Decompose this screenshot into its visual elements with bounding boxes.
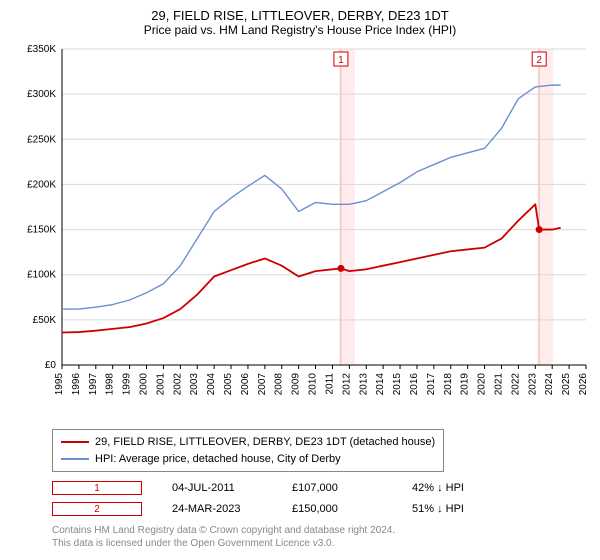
- legend-swatch-2: [61, 458, 89, 460]
- svg-text:2003: 2003: [189, 373, 200, 396]
- svg-text:2026: 2026: [578, 373, 589, 396]
- svg-text:2001: 2001: [155, 373, 166, 396]
- svg-text:1997: 1997: [88, 373, 99, 396]
- svg-text:£50K: £50K: [33, 315, 57, 326]
- svg-text:1996: 1996: [71, 373, 82, 396]
- svg-text:2021: 2021: [493, 373, 504, 396]
- marker-table: 1 04-JUL-2011 £107,000 42% ↓ HPI 2 24-MA…: [52, 478, 590, 520]
- svg-text:1999: 1999: [122, 373, 133, 396]
- chart-svg: 1 2 £0 £50K £100K £150K £200K £250K £300K £350K 19…: [10, 43, 590, 423]
- svg-text:2017: 2017: [426, 373, 437, 396]
- svg-text:2007: 2007: [257, 373, 268, 396]
- svg-text:2014: 2014: [375, 373, 386, 396]
- svg-text:2008: 2008: [274, 373, 285, 396]
- chart-plot-area: 1 2 £0 £50K £100K £150K £200K £250K £300K £350K 19…: [10, 43, 590, 423]
- legend: 29, FIELD RISE, LITTLEOVER, DERBY, DE23 …: [52, 429, 444, 472]
- marker-date-1: 04-JUL-2011: [172, 478, 262, 499]
- svg-text:£300K: £300K: [27, 89, 56, 100]
- marker-price-2: £150,000: [292, 499, 382, 520]
- marker-diff-1: 42% ↓ HPI: [412, 478, 502, 499]
- svg-text:£350K: £350K: [27, 44, 56, 55]
- legend-row-price-paid: 29, FIELD RISE, LITTLEOVER, DERBY, DE23 …: [61, 434, 435, 451]
- chart-title: 29, FIELD RISE, LITTLEOVER, DERBY, DE23 …: [10, 8, 590, 23]
- svg-text:2022: 2022: [510, 373, 521, 396]
- legend-label-2: HPI: Average price, detached house, City…: [95, 451, 341, 468]
- svg-text:1995: 1995: [54, 373, 65, 396]
- marker-row-1: 1 04-JUL-2011 £107,000 42% ↓ HPI: [52, 478, 590, 499]
- svg-text:2011: 2011: [324, 373, 335, 395]
- svg-text:2013: 2013: [358, 373, 369, 396]
- marker-badge-2: 2: [52, 502, 142, 516]
- marker-date-2: 24-MAR-2023: [172, 499, 262, 520]
- svg-text:£250K: £250K: [27, 134, 56, 145]
- svg-text:2024: 2024: [544, 373, 555, 396]
- svg-text:2009: 2009: [291, 373, 302, 396]
- svg-text:2010: 2010: [308, 373, 319, 396]
- svg-text:2012: 2012: [341, 373, 352, 396]
- marker-diff-2: 51% ↓ HPI: [412, 499, 502, 520]
- svg-text:2023: 2023: [527, 373, 538, 396]
- legend-row-hpi: HPI: Average price, detached house, City…: [61, 451, 435, 468]
- marker-row-2: 2 24-MAR-2023 £150,000 51% ↓ HPI: [52, 499, 590, 520]
- chart-subtitle: Price paid vs. HM Land Registry's House …: [10, 23, 590, 37]
- legend-swatch-1: [61, 441, 89, 443]
- svg-text:£100K: £100K: [27, 270, 56, 281]
- footer: Contains HM Land Registry data © Crown c…: [52, 524, 590, 550]
- svg-text:2016: 2016: [409, 373, 420, 396]
- marker-badge-1: 1: [52, 481, 142, 495]
- svg-text:2006: 2006: [240, 373, 251, 396]
- svg-text:£150K: £150K: [27, 225, 56, 236]
- svg-text:2005: 2005: [223, 373, 234, 396]
- svg-text:2000: 2000: [139, 373, 150, 396]
- svg-text:2015: 2015: [392, 373, 403, 396]
- svg-text:2002: 2002: [172, 373, 183, 396]
- svg-text:2020: 2020: [477, 373, 488, 396]
- footer-line-1: Contains HM Land Registry data © Crown c…: [52, 524, 590, 537]
- svg-text:2004: 2004: [206, 373, 217, 396]
- svg-text:2: 2: [536, 55, 542, 66]
- svg-text:1: 1: [338, 55, 344, 66]
- legend-label-1: 29, FIELD RISE, LITTLEOVER, DERBY, DE23 …: [95, 434, 435, 451]
- svg-text:1998: 1998: [105, 373, 116, 396]
- marker-price-1: £107,000: [292, 478, 382, 499]
- svg-text:2025: 2025: [561, 373, 572, 396]
- svg-text:£200K: £200K: [27, 179, 56, 190]
- svg-text:2018: 2018: [443, 373, 454, 396]
- chart-container: 29, FIELD RISE, LITTLEOVER, DERBY, DE23 …: [0, 0, 600, 560]
- svg-text:2019: 2019: [460, 373, 471, 396]
- svg-text:£0: £0: [45, 360, 57, 371]
- footer-line-2: This data is licensed under the Open Gov…: [52, 537, 590, 550]
